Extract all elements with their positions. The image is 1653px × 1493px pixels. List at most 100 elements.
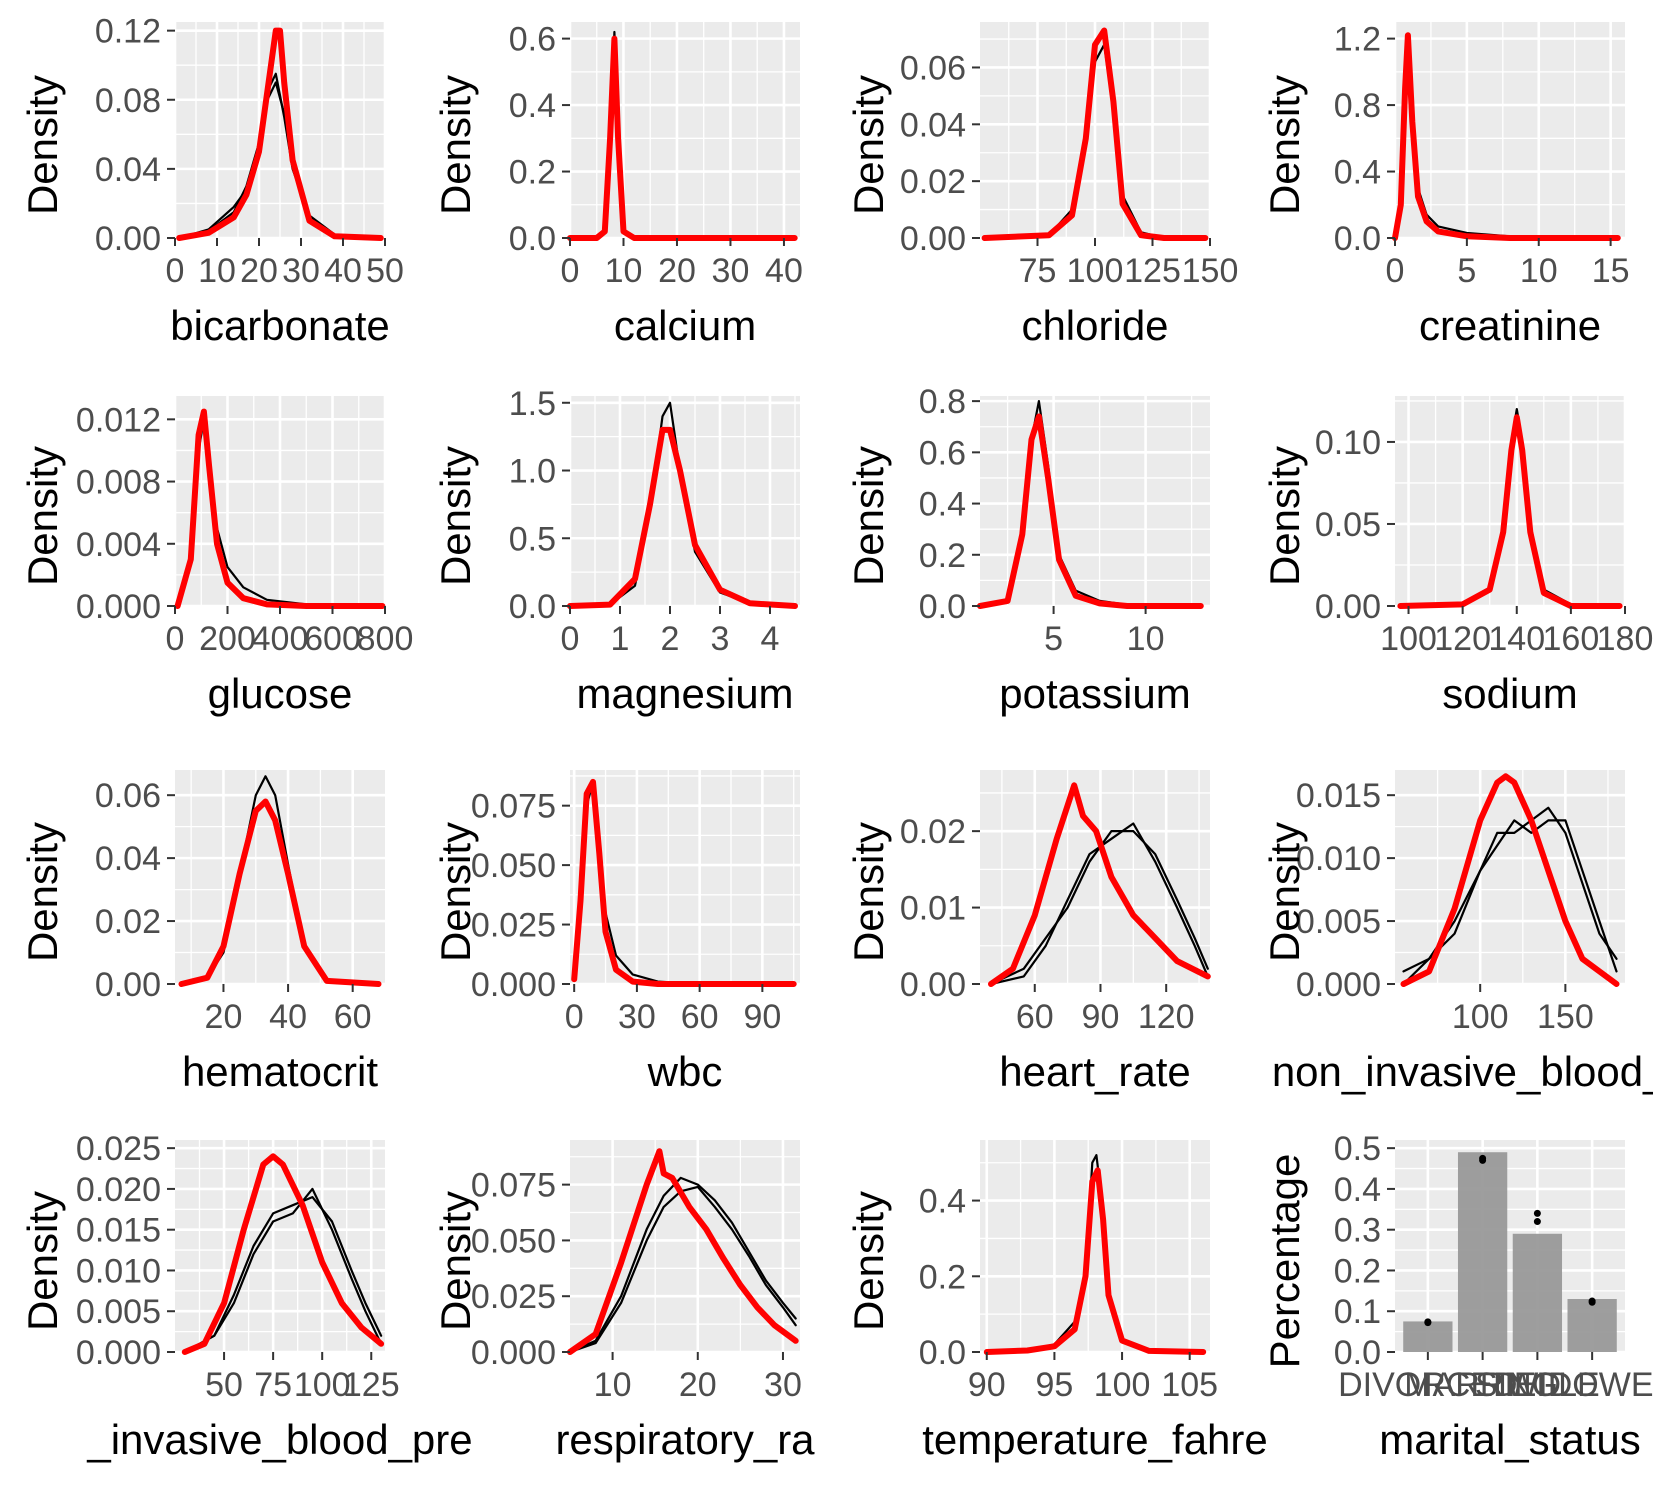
x-axis-title: hematocrit <box>182 1048 378 1095</box>
y-tick-label: 0.2 <box>919 537 966 575</box>
panel-background <box>1395 396 1625 606</box>
data-point <box>1533 1218 1541 1226</box>
x-axis-title: calcium <box>614 302 756 349</box>
x-tick-label: 60 <box>681 998 719 1036</box>
y-tick-label: 0.2 <box>509 154 556 192</box>
density-line-red <box>1400 773 1620 987</box>
y-tick-label: 0.000 <box>76 1334 161 1372</box>
x-tick-label: 30 <box>282 252 320 290</box>
y-axis-title: Density <box>845 446 892 586</box>
density-line-black <box>183 1196 383 1354</box>
x-tick-label: 125 <box>343 1366 400 1404</box>
y-axis-title: Density <box>845 75 892 215</box>
y-tick-label: 0.01 <box>900 890 966 928</box>
y-tick-label: 0.012 <box>76 401 161 439</box>
x-tick-label: 100 <box>1094 1366 1151 1404</box>
density-line-black <box>178 81 382 240</box>
y-tick-label: 0.000 <box>76 588 161 626</box>
x-tick-label: 0 <box>565 998 584 1036</box>
x-tick-label: 30 <box>618 998 656 1036</box>
density-line-black <box>568 1176 797 1354</box>
y-axis-title: Density <box>19 75 66 215</box>
y-axis-title: Percentage <box>1261 1154 1308 1369</box>
x-axis-title: glucose <box>208 670 353 717</box>
x-tick-label: 0 <box>561 252 580 290</box>
x-tick-label: 100 <box>1067 252 1124 290</box>
x-tick-label: 200 <box>199 620 256 658</box>
x-tick-label: 60 <box>334 998 372 1036</box>
y-axis-title: Density <box>19 822 66 962</box>
y-tick-label: 0.10 <box>1315 424 1381 462</box>
x-tick-label: 20 <box>658 252 696 290</box>
density-line-black <box>568 1185 797 1354</box>
x-axis-title: bicarbonate <box>170 302 390 349</box>
y-tick-label: 0.02 <box>95 903 161 941</box>
panel-respiratory-ra: 10 20 30 0.000 0.025 0.050 0.075 respiratory_ra… <box>432 1140 815 1463</box>
y-tick-label: 0.06 <box>900 49 966 87</box>
panel-non-invasive-blood-pres: 100 150 0.000 0.005 0.010 0.015 non_invasive_b… <box>1261 770 1653 1095</box>
x-tick-label: 40 <box>765 252 803 290</box>
x-tick-label: 10 <box>1127 620 1165 658</box>
data-point <box>1424 1318 1432 1326</box>
y-tick-label: 0.025 <box>471 907 556 945</box>
panel-potassium: 5 10 0.0 0.2 0.4 0.6 0.8 potassium Density <box>845 383 1210 717</box>
x-axis-title: potassium <box>999 670 1190 717</box>
x-tick-label: 1 <box>611 620 630 658</box>
y-tick-label: 0.6 <box>509 21 556 59</box>
y-axis-title: Density <box>432 75 479 215</box>
panel-background <box>175 770 385 984</box>
y-tick-label: 0.00 <box>900 220 966 258</box>
y-tick-label: 0.005 <box>76 1293 161 1331</box>
y-tick-label: 0.4 <box>1334 154 1381 192</box>
x-tick-label: DIVORCED <box>1338 1366 1517 1404</box>
y-tick-label: 0.3 <box>1334 1212 1381 1250</box>
x-tick-label: 90 <box>1082 998 1120 1036</box>
y-tick-label: 0.12 <box>95 13 161 51</box>
panel-background <box>1395 22 1625 238</box>
panel-hematocrit: 20 40 60 0.00 0.02 0.04 0.06 hematocrit Density <box>19 770 385 1095</box>
y-tick-label: 0.2 <box>1334 1252 1381 1290</box>
y-tick-label: 0.0 <box>919 588 966 626</box>
y-axis-title: Density <box>19 1191 66 1331</box>
y-tick-label: 0.005 <box>1296 903 1381 941</box>
panel-marital-status: DIVORCEDMARRIEDSINGLEWIDOWED 0.00.10.20.3… <box>1261 1130 1653 1463</box>
panel-wbc: 0 30 60 90 0.000 0.025 0.050 0.075 wbc Density <box>432 770 800 1095</box>
density-line-red <box>174 408 386 609</box>
x-tick-label: 140 <box>1488 620 1545 658</box>
x-tick-label: 0 <box>1386 252 1405 290</box>
x-tick-label: 400 <box>252 620 309 658</box>
y-tick-label: 0.4 <box>919 1183 966 1221</box>
x-tick-label: 150 <box>1537 998 1594 1036</box>
y-tick-label: 0.075 <box>471 788 556 826</box>
y-tick-label: 0.6 <box>919 434 966 472</box>
y-tick-label: 0.0 <box>509 588 556 626</box>
x-axis-title: respiratory_ra <box>555 1416 815 1463</box>
x-tick-label: 5 <box>1044 620 1063 658</box>
y-axis-title: Density <box>845 1191 892 1331</box>
x-axis-title: temperature_fahre <box>922 1416 1268 1463</box>
y-tick-label: 0.015 <box>1296 777 1381 815</box>
x-tick-label: 90 <box>968 1366 1006 1404</box>
x-tick-label: 5 <box>1457 252 1476 290</box>
density-line-red <box>1392 32 1621 241</box>
y-tick-label: 0.04 <box>95 840 161 878</box>
y-tick-label: 0.025 <box>76 1130 161 1168</box>
y-tick-label: 0.04 <box>95 151 161 189</box>
y-tick-label: 0.00 <box>95 966 161 1004</box>
density-line-red <box>176 27 384 241</box>
bar-single <box>1512 1233 1563 1352</box>
x-tick-label: 150 <box>1182 252 1239 290</box>
x-tick-label: 50 <box>205 1366 243 1404</box>
y-tick-label: 1.2 <box>1334 21 1381 59</box>
y-tick-label: 0.050 <box>471 847 556 885</box>
panel-magnesium: 0 1 2 3 4 0.0 0.5 1.0 1.5 magnesium Density <box>432 385 800 717</box>
x-tick-label: 15 <box>1592 252 1630 290</box>
panel-calcium: 0 10 20 30 40 0.0 0.2 0.4 0.6 calcium Density <box>432 21 803 349</box>
x-tick-label: 20 <box>679 1366 717 1404</box>
y-axis-title: Density <box>1261 446 1308 586</box>
panel-chloride: 75 100 125 150 0.00 0.02 0.04 0.06 chloride Densi… <box>845 22 1238 349</box>
y-tick-label: 0.5 <box>1334 1130 1381 1168</box>
